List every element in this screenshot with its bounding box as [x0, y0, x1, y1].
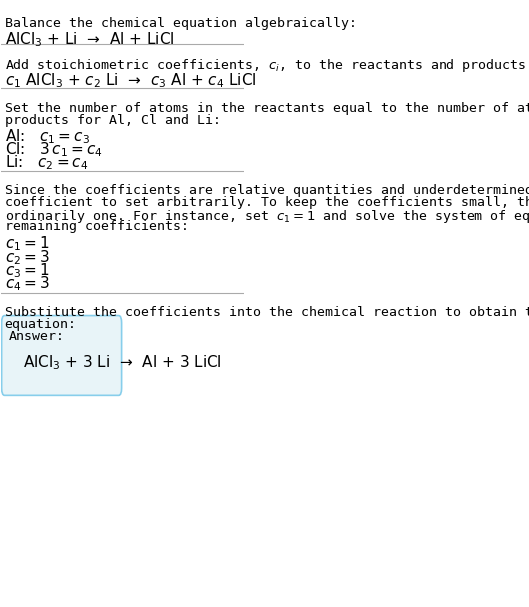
- Text: AlCl$_3$ + Li  →  Al + LiCl: AlCl$_3$ + Li → Al + LiCl: [5, 30, 174, 49]
- Text: Answer:: Answer:: [8, 330, 65, 343]
- Text: Balance the chemical equation algebraically:: Balance the chemical equation algebraica…: [5, 17, 357, 30]
- Text: equation:: equation:: [5, 318, 77, 331]
- Text: $c_2 = 3$: $c_2 = 3$: [5, 248, 49, 266]
- Text: products for Al, Cl and Li:: products for Al, Cl and Li:: [5, 114, 221, 127]
- Text: Cl:   $3\,c_1 = c_4$: Cl: $3\,c_1 = c_4$: [5, 140, 102, 159]
- Text: Set the number of atoms in the reactants equal to the number of atoms in the: Set the number of atoms in the reactants…: [5, 102, 529, 115]
- Text: $c_1$ AlCl$_3$ + $c_2$ Li  →  $c_3$ Al + $c_4$ LiCl: $c_1$ AlCl$_3$ + $c_2$ Li → $c_3$ Al + $…: [5, 72, 256, 90]
- Text: Since the coefficients are relative quantities and underdetermined, choose a: Since the coefficients are relative quan…: [5, 184, 529, 197]
- Text: remaining coefficients:: remaining coefficients:: [5, 220, 188, 233]
- Text: Add stoichiometric coefficients, $c_i$, to the reactants and products:: Add stoichiometric coefficients, $c_i$, …: [5, 57, 529, 74]
- Text: ordinarily one. For instance, set $c_1 = 1$ and solve the system of equations fo: ordinarily one. For instance, set $c_1 =…: [5, 208, 529, 225]
- FancyBboxPatch shape: [2, 316, 122, 395]
- Text: Al:   $c_1 = c_3$: Al: $c_1 = c_3$: [5, 127, 89, 146]
- Text: AlCl$_3$ + 3 Li  →  Al + 3 LiCl: AlCl$_3$ + 3 Li → Al + 3 LiCl: [23, 353, 222, 371]
- Text: coefficient to set arbitrarily. To keep the coefficients small, the arbitrary va: coefficient to set arbitrarily. To keep …: [5, 196, 529, 209]
- Text: Substitute the coefficients into the chemical reaction to obtain the balanced: Substitute the coefficients into the che…: [5, 306, 529, 319]
- Text: $c_1 = 1$: $c_1 = 1$: [5, 235, 49, 253]
- Text: $c_4 = 3$: $c_4 = 3$: [5, 274, 49, 293]
- Text: $c_3 = 1$: $c_3 = 1$: [5, 261, 49, 280]
- Text: Li:   $c_2 = c_4$: Li: $c_2 = c_4$: [5, 154, 88, 172]
